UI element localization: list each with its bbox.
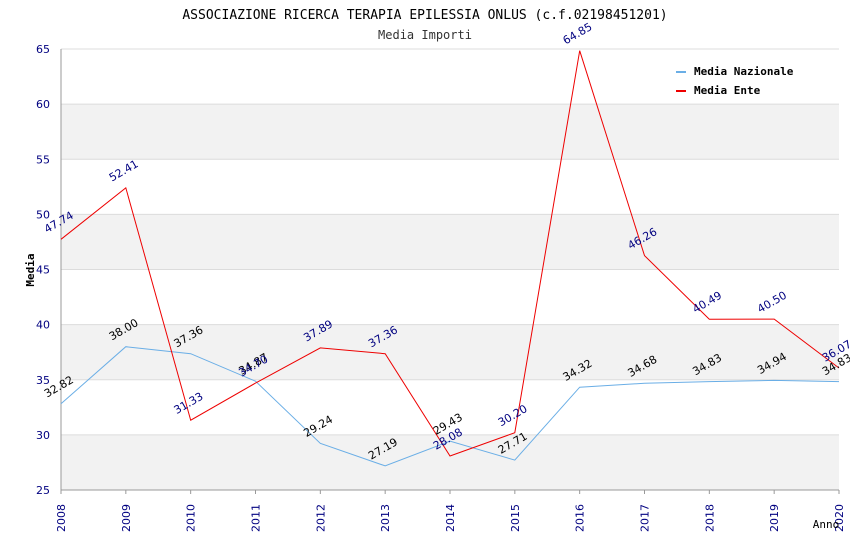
x-tick-label: 2012: [314, 504, 327, 532]
y-tick-label: 25: [36, 484, 50, 497]
y-tick-label: 50: [36, 208, 50, 221]
y-tick-label: 30: [36, 429, 50, 442]
series-lines: [60, 50, 840, 467]
chart-subtitle: Media Importi: [378, 28, 472, 42]
y-tick-labels: 25 30 35 40 45 50 55 60 65: [36, 43, 50, 497]
legend: Media Nazionale Media Ente: [670, 60, 810, 102]
x-tick-labels: 2008 2009 2010 2011 2012 2013 2014 2015 2016 2017…: [55, 490, 846, 532]
x-tick-label: 2015: [509, 504, 522, 532]
x-tick-label: 2008: [55, 504, 68, 532]
x-axis-label: Anno: [813, 518, 840, 531]
plot-band: [61, 159, 839, 215]
x-tick-label: 2011: [250, 504, 263, 532]
legend-label: Media Ente: [694, 84, 761, 97]
y-tick-label: 60: [36, 98, 50, 111]
x-tick-label: 2010: [185, 504, 198, 532]
chart-title: ASSOCIAZIONE RICERCA TERAPIA EPILESSIA O…: [182, 8, 667, 23]
legend-box: [670, 60, 810, 102]
x-tick-label: 2020: [833, 504, 846, 532]
plot-band: [61, 379, 839, 435]
y-tick-label: 65: [36, 43, 50, 56]
x-tick-label: 2018: [703, 504, 716, 532]
plot-band: [61, 214, 839, 270]
y-tick-label: 55: [36, 153, 50, 166]
plot-band: [61, 324, 839, 380]
x-tick-label: 2009: [120, 504, 133, 532]
x-tick-label: 2014: [444, 504, 457, 532]
series-line: [60, 346, 840, 467]
plot-band: [61, 104, 839, 160]
y-tick-label: 35: [36, 374, 50, 387]
plot-background: [61, 49, 839, 490]
x-tick-label: 2013: [379, 504, 392, 532]
data-label: 64.85: [561, 20, 595, 47]
series-line: [60, 50, 840, 457]
y-tick-label: 40: [36, 319, 50, 332]
y-axis-label: Media: [24, 253, 37, 286]
x-tick-label: 2019: [768, 504, 781, 532]
plot-band: [61, 434, 839, 490]
x-tick-label: 2016: [574, 504, 587, 532]
plot-band: [61, 269, 839, 325]
legend-label: Media Nazionale: [694, 65, 794, 78]
x-tick-label: 2017: [639, 504, 652, 532]
y-tick-label: 45: [36, 264, 50, 277]
